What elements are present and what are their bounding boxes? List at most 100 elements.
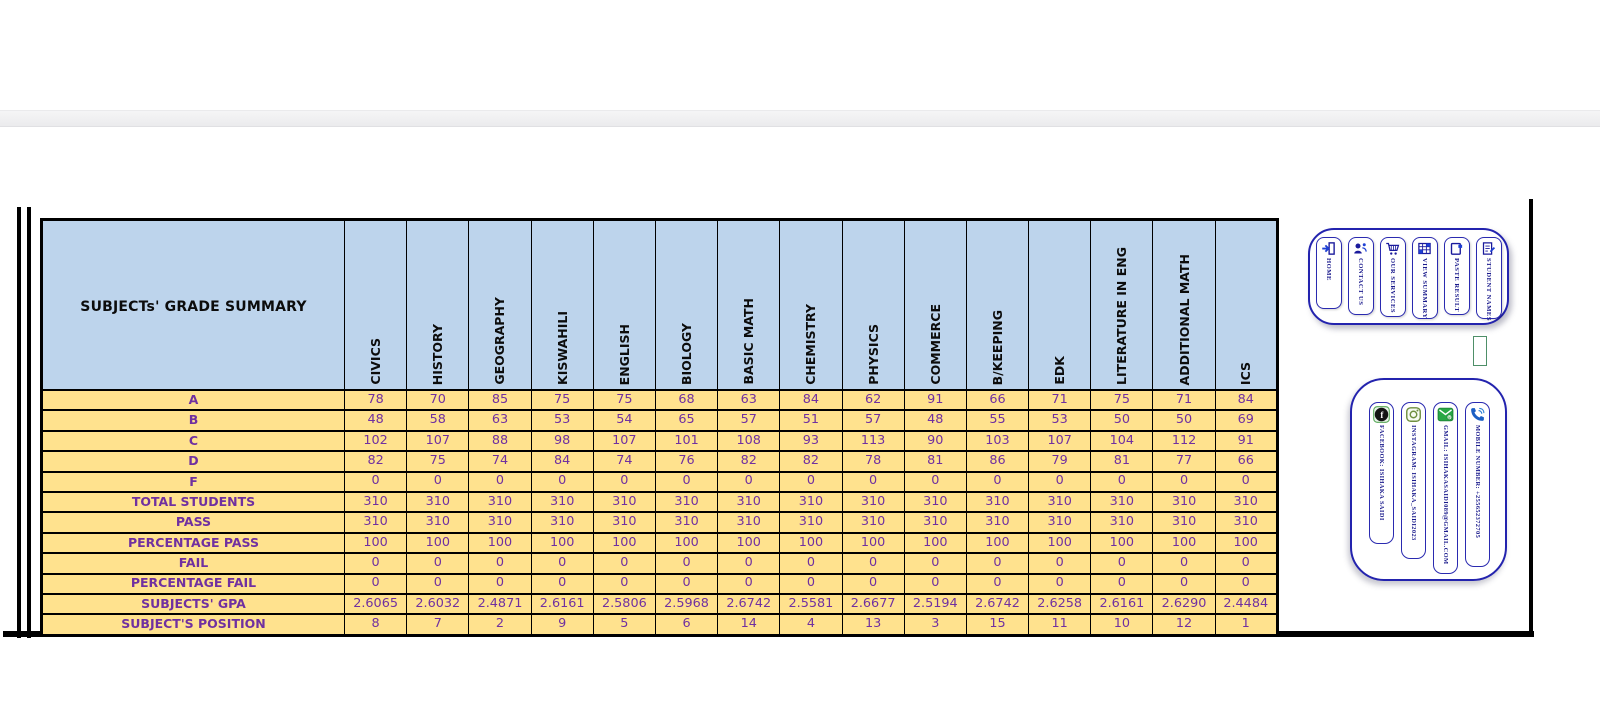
value-cell: 76 (654, 450, 719, 473)
row-label-cell: C (41, 429, 345, 453)
value-cell: 0 (343, 572, 408, 595)
value-cell: 0 (343, 552, 408, 575)
table-row: TOTAL STUDENTS 310 310 310 310 310 310 310 310 31… (41, 490, 1278, 514)
value-cell: 100 (965, 531, 1030, 555)
nav-button-paste-result[interactable]: PASTE RESULT (1443, 237, 1470, 315)
value-cell: 100 (530, 531, 594, 555)
table-title: SUBJECTs' GRADE SUMMARY (80, 298, 307, 315)
value-cell: 310 (1152, 511, 1216, 534)
value-cell: 63 (468, 409, 532, 432)
value-cell: 0 (343, 470, 408, 493)
value-cell: 310 (343, 511, 408, 534)
value-cell: 71 (1028, 388, 1092, 412)
row-label-cell: SUBJECT'S POSITION (41, 613, 345, 637)
value-cell: 107 (406, 429, 470, 453)
value-cell: 310 (717, 511, 781, 534)
value-cell: 12 (1152, 613, 1216, 637)
value-cell: 2.6258 (1028, 592, 1092, 616)
value-cell: 310 (654, 511, 719, 534)
contact-item-instagram[interactable]: INSTAGRAM: ISIHAKA_SAIDI2023 (1401, 402, 1426, 559)
subject-header-cell: BASIC MATH (717, 218, 781, 391)
value-cell: 310 (965, 490, 1030, 514)
value-cell: 310 (965, 511, 1030, 534)
value-cell: 0 (903, 470, 967, 493)
value-cell: 53 (1028, 409, 1092, 432)
subject-header-label: KISWAHILI (554, 311, 570, 385)
value-cell: 74 (592, 450, 656, 473)
contact-item-label: INSTAGRAM: ISIHAKA_SAIDI2023 (1410, 425, 1417, 541)
contact-item-facebook[interactable]: f FACEBOOK: ISIHAKA SAIDI (1369, 402, 1394, 544)
value-cell: 100 (1152, 531, 1216, 555)
nav-button-view-summary[interactable]: VIEW SUMMARY (1411, 237, 1438, 319)
value-cell: 6 (654, 613, 719, 637)
value-cell: 310 (592, 490, 656, 514)
value-cell: 2 (468, 613, 532, 637)
contact-item-gmail[interactable]: @ GMAIL: ISIHAKASAIDI089@GMAIL.COM (1433, 402, 1458, 574)
value-cell: 310 (468, 511, 532, 534)
value-cell: 100 (717, 531, 781, 555)
nav-button-contact-us[interactable]: CONTACT US (1347, 237, 1374, 315)
value-cell: 88 (468, 429, 532, 453)
value-cell: 71 (1152, 388, 1216, 412)
value-cell: 13 (841, 613, 905, 637)
row-label-cell: PASS (41, 511, 345, 534)
value-cell: 100 (468, 531, 532, 555)
value-cell: 0 (779, 552, 843, 575)
contact-item-phone[interactable]: MOBILE NUMBER: +255652372705 (1465, 402, 1490, 567)
value-cell: 0 (592, 552, 656, 575)
value-cell: 2.4871 (468, 592, 532, 616)
value-cell: 310 (406, 490, 470, 514)
row-label-cell: PERCENTAGE PASS (41, 531, 345, 555)
value-cell: 57 (841, 409, 905, 432)
subject-header-cell: EDK (1028, 218, 1092, 391)
sheet-border-left-outer (17, 207, 21, 638)
student-names-icon (1481, 241, 1496, 256)
subject-header-cell: CHEMISTRY (779, 218, 843, 391)
subject-header-cell: ADDITIONAL MATH (1152, 218, 1216, 391)
value-cell: 98 (530, 429, 594, 453)
value-cell: 100 (1090, 531, 1154, 555)
value-cell: 0 (468, 552, 532, 575)
value-cell: 0 (1090, 572, 1154, 595)
value-cell: 0 (468, 470, 532, 493)
value-cell: 78 (841, 450, 905, 473)
table-row: PASS 310 310 310 310 310 310 310 310 310 310 310 310… (41, 511, 1278, 534)
value-cell: 310 (779, 490, 843, 514)
value-cell: 0 (779, 470, 843, 493)
value-cell: 310 (841, 490, 905, 514)
view-summary-icon (1417, 241, 1432, 256)
nav-button-our-services[interactable]: OUR SERVICES (1379, 237, 1406, 317)
top-toolbar-strip (0, 110, 1600, 127)
contact-panel: f FACEBOOK: ISIHAKA SAIDI INSTAGRAM: ISI… (1350, 378, 1507, 581)
value-cell: 0 (1214, 552, 1278, 575)
value-cell: 84 (779, 388, 843, 412)
value-cell: 310 (717, 490, 781, 514)
nav-button-student-names[interactable]: STUDENT NAMES (1475, 237, 1502, 321)
value-cell: 310 (1090, 511, 1154, 534)
value-cell: 2.6161 (1090, 592, 1154, 616)
value-cell: 91 (1214, 429, 1278, 453)
value-cell: 100 (1214, 531, 1278, 555)
sheet-border-left-inner (27, 207, 31, 638)
subject-header-label: ICS (1238, 361, 1254, 385)
nav-button-label: OUR SERVICES (1389, 258, 1396, 314)
row-label-cell: SUBJECTS' GPA (41, 592, 345, 616)
subject-header-cell: ENGLISH (592, 218, 656, 391)
nav-button-label: STUDENT NAMES (1485, 258, 1492, 321)
value-cell: 66 (965, 388, 1030, 412)
value-cell: 0 (530, 552, 594, 575)
value-cell: 310 (1028, 511, 1092, 534)
value-cell: 0 (1152, 470, 1216, 493)
value-cell: 90 (903, 429, 967, 453)
nav-panel: HOME CONTACT US OUR SERVICES VIEW SUMMAR… (1308, 228, 1509, 325)
value-cell: 100 (592, 531, 656, 555)
green-box-shape (1473, 336, 1487, 366)
value-cell: 0 (841, 552, 905, 575)
nav-button-home[interactable]: HOME (1315, 237, 1342, 309)
value-cell: 0 (406, 552, 470, 575)
table-row: D 82 75 74 84 74 76 82 82 78 81 86 79 81 77 66 (41, 450, 1278, 473)
subject-header-cell: HISTORY (406, 218, 470, 391)
value-cell: 8 (343, 613, 408, 637)
subject-header-label: BIOLOGY (679, 323, 695, 385)
